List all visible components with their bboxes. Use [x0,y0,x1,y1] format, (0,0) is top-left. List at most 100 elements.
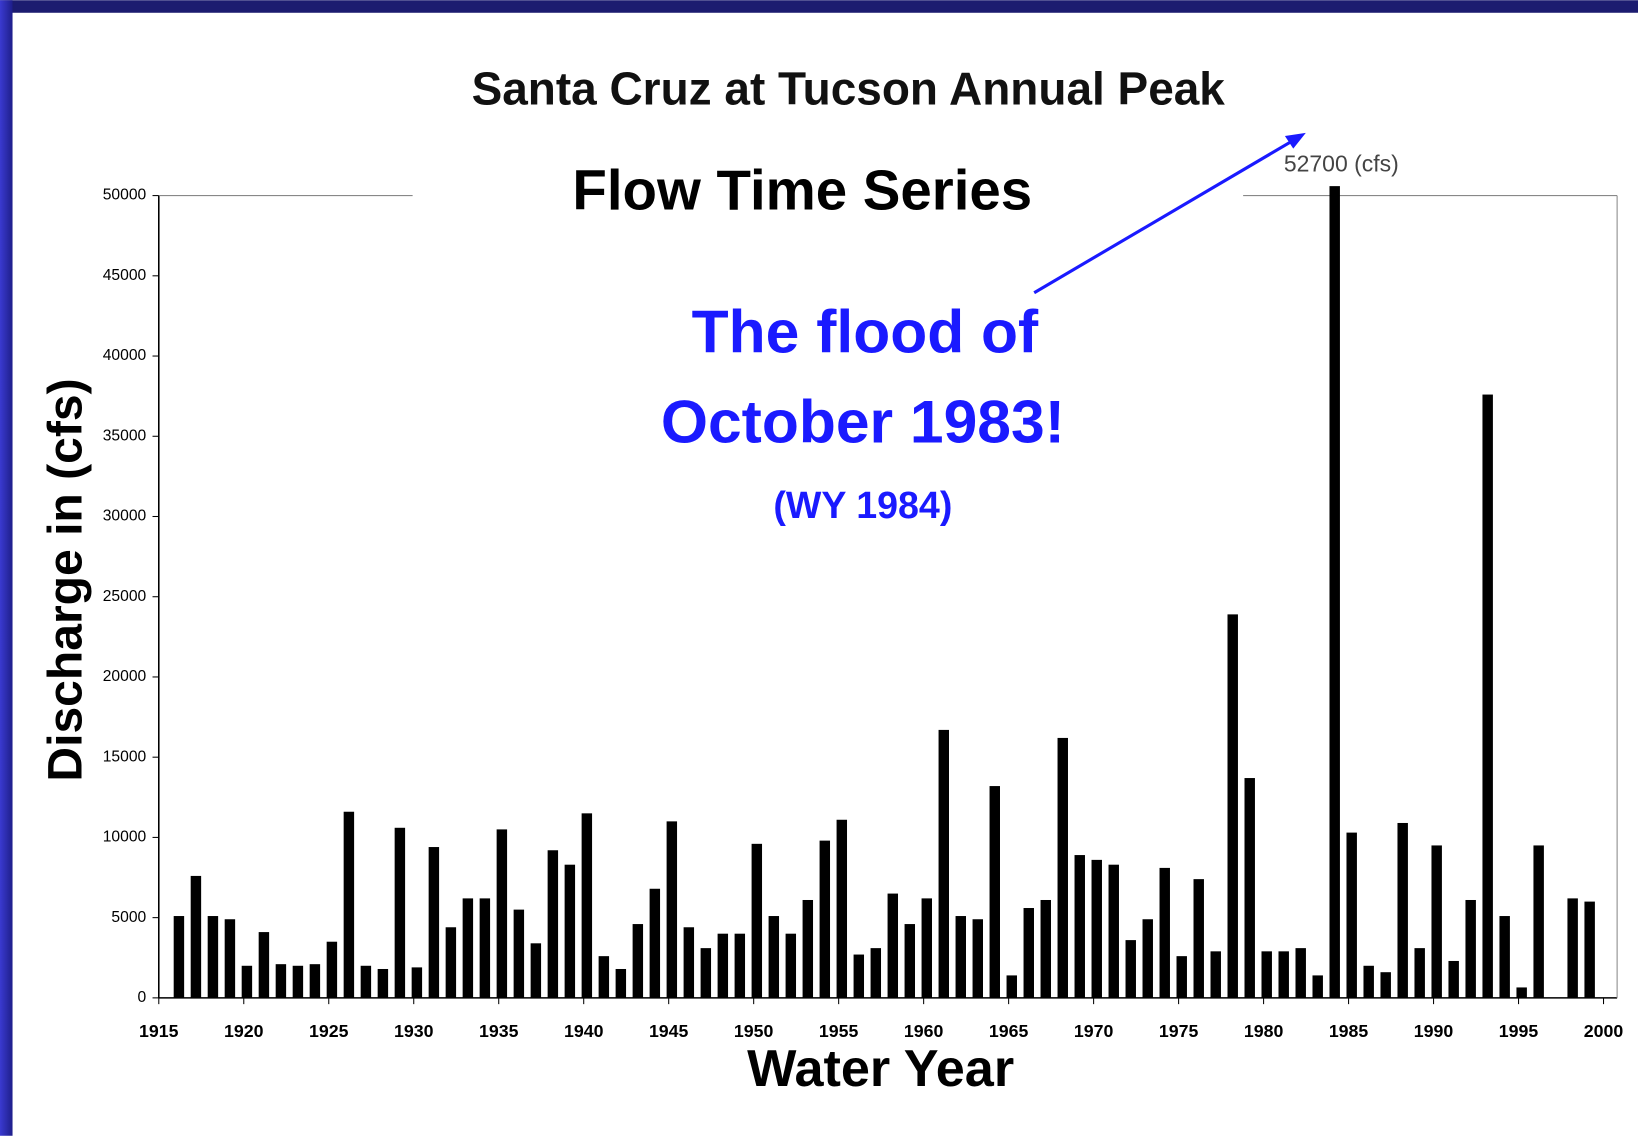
bar [921,898,933,998]
chart-title: Santa Cruz at Tucson Annual Peak [472,62,1226,114]
x-tick-label: 2000 [1584,1021,1624,1041]
bar [564,864,576,998]
bar [853,954,865,998]
bar [683,927,695,998]
y-tick-label: 50000 [103,187,147,204]
bar [955,916,966,998]
y-tick-label: 20000 [103,668,147,685]
bar [1091,859,1102,998]
x-tick-label: 1940 [564,1021,604,1041]
bar [513,909,525,998]
annotation-line: The flood of [692,298,1039,366]
bar [1346,832,1357,998]
bar [1499,916,1510,998]
bar [700,948,712,998]
bar [938,729,950,998]
bar [1057,737,1068,998]
bar [598,956,610,998]
bar [785,933,797,998]
y-axis-label: Discharge in (cfs) [40,378,93,781]
x-tick-label: 1970 [1074,1021,1114,1041]
bar [258,932,270,998]
x-tick-label: 1985 [1329,1021,1369,1041]
bar [1584,901,1595,998]
bar [887,893,899,998]
bar [326,941,338,998]
y-tick-label: 35000 [103,427,147,444]
annotation-line: (WY 1984) [773,484,952,526]
bar [275,964,287,998]
bar [173,916,185,998]
bar [1074,855,1085,998]
bar [972,919,983,998]
x-tick-label: 1950 [734,1021,774,1041]
bar [1482,394,1493,998]
bar [802,899,814,998]
x-tick-label: 1995 [1499,1021,1539,1041]
bar [1125,940,1136,998]
peak-label: 52700 (cfs) [1284,150,1399,176]
bar [1261,951,1272,998]
bar [904,924,916,998]
bar [1380,972,1391,998]
x-tick-label: 1935 [479,1021,519,1041]
bar [1533,845,1544,998]
bar [445,927,457,998]
bar [632,924,644,998]
x-tick-label: 1975 [1159,1021,1199,1041]
bar [292,965,304,998]
x-tick-label: 1965 [989,1021,1029,1041]
x-tick-label: 1930 [394,1021,434,1041]
annotation-arrowhead [1284,132,1306,149]
bar [462,898,474,998]
bar [1278,951,1289,998]
bar [428,847,440,998]
y-tick-label: 5000 [111,909,146,926]
x-tick-label: 1955 [819,1021,859,1041]
y-tick-label: 45000 [103,267,147,284]
x-tick-label: 1980 [1244,1021,1284,1041]
bar [751,843,763,998]
x-tick-label: 1945 [649,1021,689,1041]
y-tick-label: 0 [138,989,147,1006]
bar [1397,822,1408,998]
bar [1448,960,1459,998]
bar [190,875,202,998]
bar [1363,965,1374,998]
bar [1210,951,1221,998]
annotation-line: October 1983! [661,387,1065,455]
bar [1431,845,1442,998]
bar [1329,186,1340,998]
top-band [0,0,1638,13]
bar [1312,975,1323,998]
bar [224,919,236,998]
bar [547,850,559,998]
bar [1465,899,1476,998]
bar [530,943,542,998]
x-tick-label: 1915 [139,1021,179,1041]
bar [1227,614,1238,998]
chart-subtitle: Flow Time Series [572,158,1032,221]
bar [207,916,219,998]
bar [1244,778,1255,998]
bar [768,916,780,998]
bar [870,948,882,998]
bar [836,819,848,998]
bar [1176,956,1187,998]
bar [1516,987,1527,998]
bar [1142,919,1153,998]
left-band [0,0,13,1136]
bar [615,968,627,998]
bar [1567,898,1578,998]
bar [666,821,678,998]
bar [1295,948,1306,998]
bar [1006,975,1017,998]
bar [1023,908,1034,998]
bar [343,811,355,998]
y-tick-label: 30000 [103,508,147,525]
bar [479,898,491,998]
x-tick-label: 1925 [309,1021,349,1041]
x-tick-label: 1920 [224,1021,264,1041]
bar [1414,948,1425,998]
